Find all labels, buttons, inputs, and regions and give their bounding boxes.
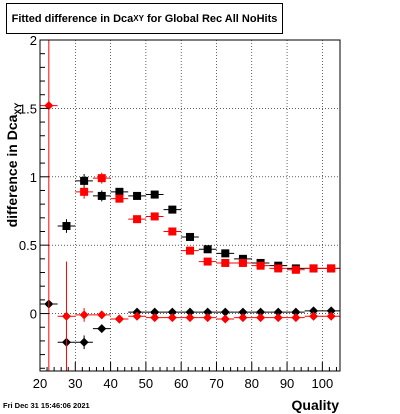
axes: 20 30 40 50 60 70 80 90 100 0 0.5 1 1.5 2 [19, 33, 337, 391]
series-1 [57, 174, 340, 273]
y-axis-label-subscript: XY [13, 103, 23, 115]
y-tick-label: 0 [30, 307, 37, 322]
data-point-diamond [203, 307, 213, 317]
data-point-diamond [256, 307, 266, 317]
data-point-diamond [309, 306, 319, 316]
data-point-diamond [256, 313, 266, 323]
y-axis-label-main: difference in Dca [4, 114, 20, 227]
data-point-diamond [132, 311, 142, 321]
data-point-square [203, 257, 212, 266]
x-tick-label: 90 [280, 376, 294, 391]
x-tick-label: 100 [312, 376, 334, 391]
data-point-diamond [291, 307, 301, 317]
x-axis-label: Quality [292, 397, 340, 413]
data-point-square [203, 245, 212, 254]
x-tick-label: 30 [68, 376, 82, 391]
x-tick-label: 70 [209, 376, 223, 391]
data-point-square [115, 194, 124, 203]
data-point-diamond [97, 324, 107, 334]
data-point-square [115, 187, 124, 196]
data-point-square [291, 265, 300, 274]
data-point-square [256, 261, 265, 270]
y-tick-label: 1 [30, 170, 37, 185]
x-tick-label: 50 [139, 376, 153, 391]
data-point-diamond [326, 311, 336, 321]
y-axis-label: difference in DcaXY [4, 103, 23, 228]
data-point-square [327, 264, 336, 273]
x-tick-label: 20 [33, 376, 47, 391]
data-point-diamond [220, 307, 230, 317]
data-point-diamond [185, 307, 195, 317]
data-point-square [168, 227, 177, 236]
series-4 [40, 40, 340, 371]
data-point-square [186, 232, 194, 241]
data-point-diamond [150, 307, 160, 317]
data-point-diamond [273, 313, 283, 323]
data-series [40, 40, 340, 371]
data-point-square [97, 174, 106, 183]
data-point-diamond [309, 311, 319, 321]
data-point-square [309, 264, 318, 273]
data-point-square [133, 191, 142, 200]
y-tick-label: 0.5 [19, 238, 37, 253]
chart-title-tail: for Global Rec All NoHits [143, 12, 278, 25]
data-point-square [97, 191, 106, 200]
x-tick-label: 60 [174, 376, 188, 391]
chart-title-subscript: XY [133, 14, 144, 23]
chart-title: Fitted difference in Dca XY for Global Re… [6, 3, 283, 34]
data-point-diamond [167, 313, 177, 323]
data-point-square [80, 187, 89, 196]
data-point-diamond [238, 313, 248, 323]
data-point-diamond [291, 313, 301, 323]
data-point-square [80, 176, 89, 185]
data-point-square [150, 212, 159, 221]
data-point-square [274, 264, 283, 273]
data-point-diamond [79, 337, 89, 347]
x-tick-label: 40 [103, 376, 117, 391]
data-point-square [168, 205, 177, 214]
data-point-square [238, 258, 247, 267]
data-point-square [238, 254, 247, 263]
data-point-square [62, 222, 71, 231]
data-point-diamond [114, 314, 124, 324]
data-point-square [221, 258, 230, 267]
data-point-diamond [97, 310, 107, 320]
data-point-square [186, 246, 194, 255]
data-point-diamond [238, 307, 248, 317]
data-point-diamond [61, 311, 71, 321]
chart-title-main: Fitted difference in Dca [11, 12, 134, 25]
y-tick-label: 1.5 [19, 101, 37, 116]
series-2 [75, 172, 340, 274]
data-point-diamond [150, 313, 160, 323]
data-point-diamond [185, 313, 195, 323]
data-point-square [150, 190, 159, 199]
plot-frame [39, 39, 341, 372]
data-point-diamond [79, 310, 89, 320]
data-point-diamond [167, 307, 177, 317]
y-tick-label: 2 [30, 33, 37, 48]
data-point-diamond [273, 307, 283, 317]
data-point-diamond [203, 313, 213, 323]
series-3 [40, 299, 340, 350]
data-point-diamond [220, 314, 230, 324]
data-point-diamond [326, 306, 336, 316]
x-tick-label: 80 [245, 376, 259, 391]
data-point-square [133, 215, 142, 224]
timestamp: Fri Dec 31 15:46:06 2021 [3, 401, 90, 410]
data-point-square [221, 249, 230, 258]
